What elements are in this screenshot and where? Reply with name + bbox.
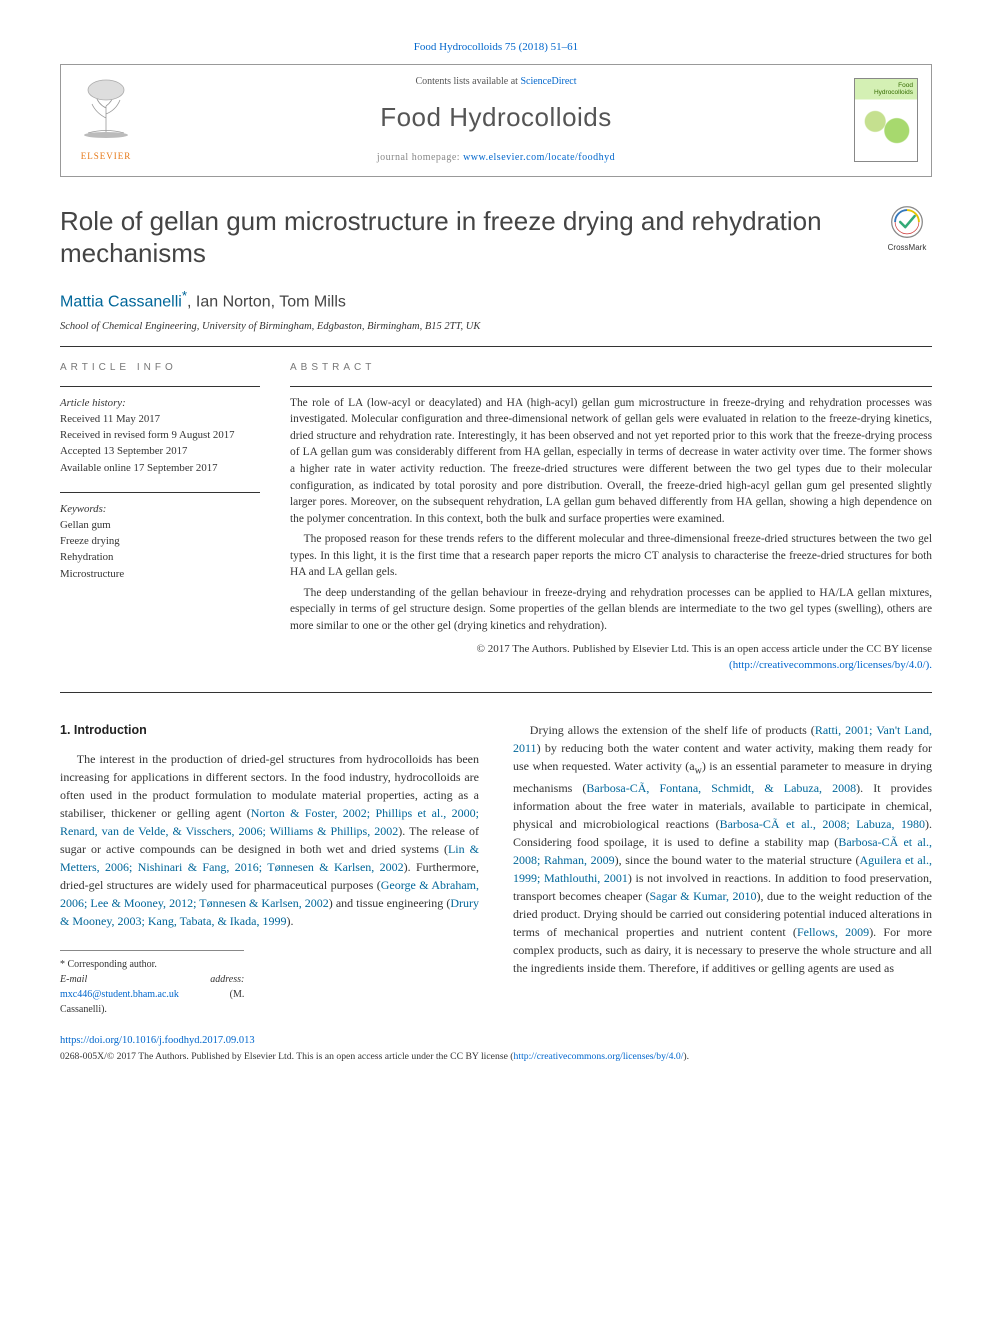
affiliation: School of Chemical Engineering, Universi… — [60, 319, 932, 334]
ref-link[interactable]: George & Abraham, 2006; Lee & Mooney, 20… — [60, 878, 479, 910]
abstract-p3: The deep understanding of the gellan beh… — [290, 585, 932, 635]
abstract-column: ABSTRACT The role of LA (low-acyl or dea… — [290, 361, 932, 674]
ref-link[interactable]: Fellows, 2009 — [797, 925, 869, 939]
cover-title-1: Food — [898, 82, 913, 89]
publisher-name: ELSEVIER — [76, 150, 136, 163]
citation-header: Food Hydrocolloids 75 (2018) 51–61 — [60, 40, 932, 56]
authors-line: Mattia Cassanelli*, Ian Norton, Tom Mill… — [60, 286, 932, 314]
abstract-p2: The proposed reason for these trends ref… — [290, 531, 932, 581]
author-2: Ian Norton — [196, 293, 271, 310]
homepage-prefix: journal homepage: — [377, 152, 463, 163]
divider-top — [60, 346, 932, 347]
divider-mid — [60, 692, 932, 693]
journal-homepage-link[interactable]: www.elsevier.com/locate/foodhyd — [463, 152, 615, 163]
intro-para-right: Drying allows the extension of the shelf… — [513, 721, 932, 976]
author-1-corr-marker[interactable]: * — [182, 288, 187, 303]
history-online: Available online 17 September 2017 — [60, 462, 218, 474]
corresponding-author-note: * Corresponding author. — [60, 957, 244, 972]
section-1-heading: 1. Introduction — [60, 721, 479, 740]
elsevier-tree-icon: ELSEVIER — [76, 78, 136, 163]
bottom-copyright: 0268-005X/© 2017 The Authors. Published … — [60, 1050, 932, 1064]
paper-title: Role of gellan gum microstructure in fre… — [60, 205, 862, 270]
keyword-4: Microstructure — [60, 566, 260, 582]
crossmark-badge[interactable]: CrossMark — [882, 205, 932, 254]
publisher-logo-cell: ELSEVIER — [61, 65, 151, 176]
journal-name: Food Hydrocolloids — [151, 99, 841, 137]
keywords-block: Keywords: Gellan gum Freeze drying Rehyd… — [60, 501, 260, 582]
journal-header-box: ELSEVIER Contents lists available at Sci… — [60, 64, 932, 177]
corresponding-email-link[interactable]: mxc446@student.bham.ac.uk — [60, 989, 179, 1000]
crossmark-label: CrossMark — [888, 243, 927, 252]
ref-link[interactable]: Norton & Foster, 2002; Phillips et al., … — [60, 806, 479, 838]
keywords-label: Keywords: — [60, 503, 106, 515]
copyright-text: © 2017 The Authors. Published by Elsevie… — [477, 643, 932, 655]
sciencedirect-link[interactable]: ScienceDirect — [520, 76, 576, 87]
doi-link[interactable]: https://doi.org/10.1016/j.foodhyd.2017.0… — [60, 1035, 255, 1046]
footnotes-block: * Corresponding author. E-mail address: … — [60, 950, 244, 1017]
journal-cover-cell: FoodHydrocolloids — [841, 65, 931, 176]
body-two-column: 1. Introduction The interest in the prod… — [60, 721, 932, 1017]
author-1-link[interactable]: Mattia Cassanelli — [60, 293, 182, 310]
abstract-copyright: © 2017 The Authors. Published by Elsevie… — [290, 642, 932, 674]
history-revised: Received in revised form 9 August 2017 — [60, 429, 235, 441]
article-info-column: ARTICLE INFO Article history: Received 1… — [60, 361, 260, 674]
article-info-heading: ARTICLE INFO — [60, 361, 260, 376]
bottom-copy-close: ). — [683, 1051, 689, 1062]
email-line: E-mail address: mxc446@student.bham.ac.u… — [60, 972, 244, 1017]
license-link[interactable]: (http://creativecommons.org/licenses/by/… — [729, 659, 932, 671]
contents-available-line: Contents lists available at ScienceDirec… — [151, 75, 841, 90]
ref-link[interactable]: Barbosa-CÃ, Fontana, Schmidt, & Labuza, … — [586, 781, 856, 795]
keyword-3: Rehydration — [60, 549, 260, 565]
keyword-1: Gellan gum — [60, 517, 260, 533]
ref-link[interactable]: Ratti, 2001; Van't Land, 2011 — [513, 723, 932, 755]
keyword-2: Freeze drying — [60, 533, 260, 549]
abstract-p1: The role of LA (low-acyl or deacylated) … — [290, 395, 932, 527]
journal-homepage-line: journal homepage: www.elsevier.com/locat… — [151, 151, 841, 166]
bottom-copy-text: 0268-005X/© 2017 The Authors. Published … — [60, 1051, 514, 1062]
email-label: E-mail address: — [60, 974, 244, 985]
history-label: Article history: — [60, 397, 126, 409]
article-history-block: Article history: Received 11 May 2017 Re… — [60, 395, 260, 476]
cover-title-2: Hydrocolloids — [874, 89, 913, 96]
abstract-heading: ABSTRACT — [290, 361, 932, 376]
intro-para-left: The interest in the production of dried-… — [60, 750, 479, 930]
contents-prefix: Contents lists available at — [415, 76, 520, 87]
ref-link[interactable]: Sagar & Kumar, 2010 — [649, 889, 756, 903]
body-col-left: 1. Introduction The interest in the prod… — [60, 721, 479, 1017]
history-received: Received 11 May 2017 — [60, 413, 160, 425]
body-col-right: Drying allows the extension of the shelf… — [513, 721, 932, 1017]
journal-cover-thumbnail: FoodHydrocolloids — [854, 78, 918, 162]
doi-line: https://doi.org/10.1016/j.foodhyd.2017.0… — [60, 1033, 932, 1048]
bottom-license-link[interactable]: http://creativecommons.org/licenses/by/4… — [514, 1051, 684, 1062]
author-3: Tom Mills — [279, 293, 346, 310]
ref-link[interactable]: Lin & Metters, 2006; Nishinari & Fang, 2… — [60, 842, 479, 874]
ref-link[interactable]: Barbosa-CÃ et al., 2008; Labuza, 1980 — [720, 817, 925, 831]
history-accepted: Accepted 13 September 2017 — [60, 445, 187, 457]
